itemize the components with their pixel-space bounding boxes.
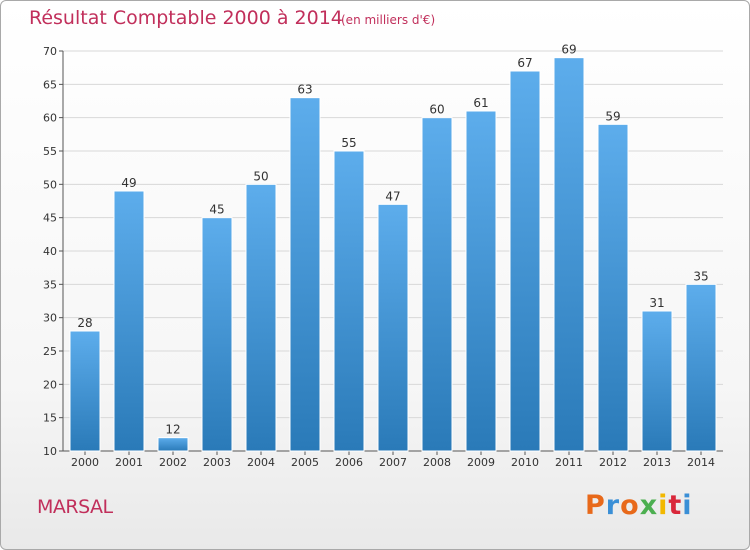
bar-value-label: 28: [77, 316, 92, 330]
y-tick-label: 55: [43, 145, 57, 158]
axes: 10 15 20 25 30 35 40 45 50 55 60 65 70 2000 2001 2002 20…: [43, 45, 723, 469]
y-tick-label: 60: [43, 112, 57, 125]
bar-2004: [245, 183, 277, 452]
bar-2009: [465, 110, 497, 452]
chart-unit: (en milliers d'€): [341, 13, 436, 27]
y-tick-label: 45: [43, 212, 57, 225]
bar-value-label: 12: [165, 423, 180, 437]
x-tick-label: 2012: [599, 456, 627, 469]
x-tick-label: 2009: [467, 456, 495, 469]
bar-value-label: 61: [473, 96, 488, 110]
x-tick-label: 2014: [687, 456, 715, 469]
x-tick-label: 2008: [423, 456, 451, 469]
y-tick-label: 65: [43, 78, 57, 91]
proxiti-logo[interactable]: Proxiti: [585, 490, 693, 521]
bar-value-label: 63: [297, 83, 312, 97]
bar-2014: [685, 283, 717, 452]
y-tick-label: 50: [43, 178, 57, 191]
x-tick-label: 2003: [203, 456, 231, 469]
bar-value-label: 59: [605, 109, 620, 123]
y-tick-label: 15: [43, 412, 57, 425]
y-tick-label: 40: [43, 245, 57, 258]
y-tick-label: 35: [43, 278, 57, 291]
bar-2007: [377, 203, 409, 452]
bar-value-label: 50: [253, 169, 268, 183]
bar-2008: [421, 117, 453, 452]
bar-value-label: 31: [649, 296, 664, 310]
x-tick-label: 2005: [291, 456, 319, 469]
y-tick-label: 10: [43, 445, 57, 458]
bar-2011: [553, 57, 585, 452]
bar-value-label: 69: [561, 43, 576, 57]
chart-title: Résultat Comptable 2000 à 2014: [29, 7, 343, 29]
bar-2005: [289, 97, 321, 452]
y-tick-label: 70: [43, 45, 57, 58]
commune-name: MARSAL: [37, 496, 113, 518]
bar-2001: [113, 190, 145, 452]
x-tick-label: 2011: [555, 456, 583, 469]
x-tick-label: 2013: [643, 456, 671, 469]
x-tick-label: 2002: [159, 456, 187, 469]
x-tick-label: 2006: [335, 456, 363, 469]
y-tick-label: 25: [43, 345, 57, 358]
bar-value-label: 45: [209, 203, 224, 217]
labels: 28 49 12 45 50 63 55 47 60 61 67 69 59 31 35: [77, 43, 708, 437]
bar-2002: [157, 437, 189, 452]
bar-2012: [597, 123, 629, 452]
bar-value-label: 35: [693, 269, 708, 283]
bar-value-label: 60: [429, 103, 444, 117]
x-tick-label: 2001: [115, 456, 143, 469]
x-tick-label: 2000: [71, 456, 99, 469]
x-tick-label: 2010: [511, 456, 539, 469]
y-tick-label: 30: [43, 312, 57, 325]
y-tick-label: 20: [43, 378, 57, 391]
bar-2000: [69, 330, 101, 452]
x-tick-label: 2004: [247, 456, 275, 469]
bars: [69, 57, 717, 452]
bar-value-label: 47: [385, 189, 400, 203]
bar-2010: [509, 70, 541, 452]
bar-value-label: 67: [517, 56, 532, 70]
bar-2013: [641, 310, 673, 452]
x-tick-label: 2007: [379, 456, 407, 469]
bar-value-label: 55: [341, 136, 356, 150]
bar-2006: [333, 150, 365, 452]
bar-value-label: 49: [121, 176, 136, 190]
bar-2003: [201, 217, 233, 452]
